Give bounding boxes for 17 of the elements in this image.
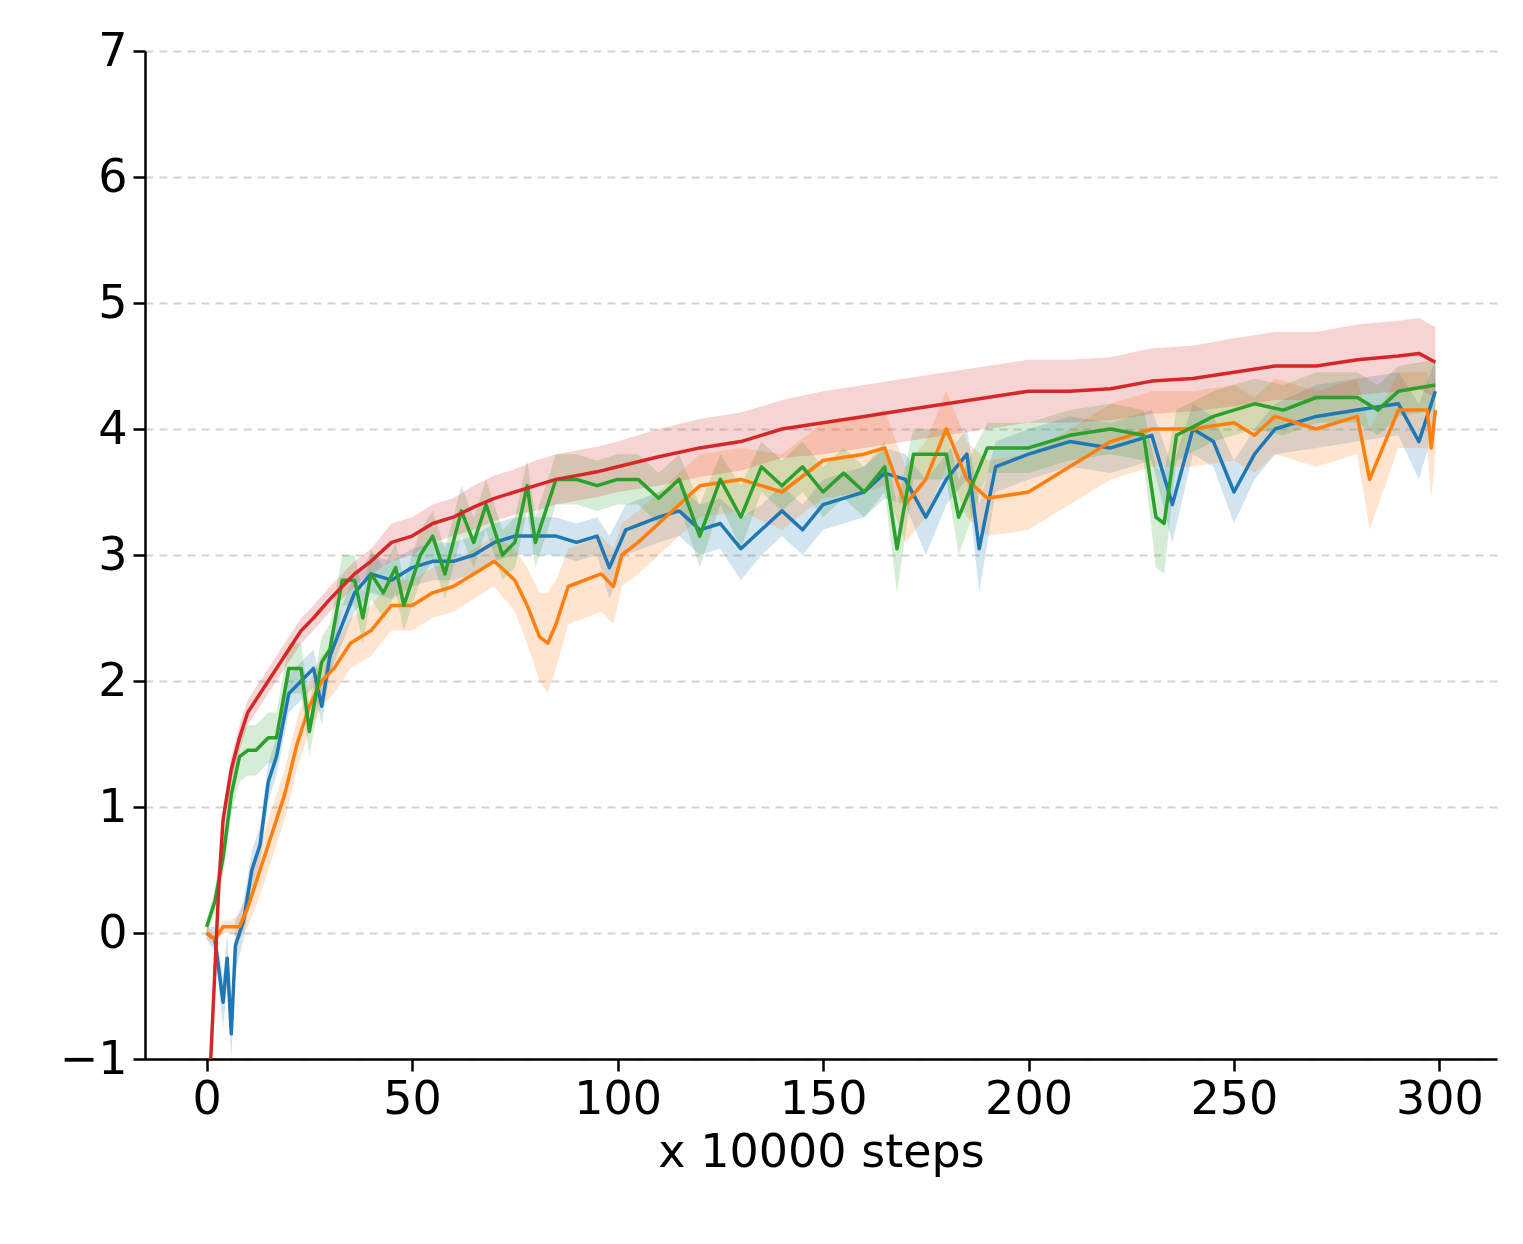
y-tick-label: 6 <box>98 148 128 203</box>
y-tick-label: 3 <box>98 526 128 581</box>
x-tick-label: 0 <box>192 1070 222 1125</box>
x-tick-label: 300 <box>1396 1070 1484 1125</box>
y-tick-label: 7 <box>98 22 128 77</box>
y-tick-label: 0 <box>98 904 128 959</box>
x-tick-label: 200 <box>985 1070 1073 1125</box>
y-tick-label: 5 <box>98 274 128 329</box>
x-tick-label: 50 <box>383 1070 442 1125</box>
y-tick-label: −1 <box>59 1030 128 1085</box>
x-tick-label: 150 <box>779 1070 868 1125</box>
y-tick-label: 2 <box>98 652 128 707</box>
x-tick-label: 250 <box>1190 1070 1279 1125</box>
x-axis-title: x 10000 steps <box>658 1123 985 1178</box>
y-tick-label: 1 <box>98 778 128 833</box>
x-tick-label: 100 <box>574 1070 662 1125</box>
y-tick-label: 4 <box>98 400 128 455</box>
